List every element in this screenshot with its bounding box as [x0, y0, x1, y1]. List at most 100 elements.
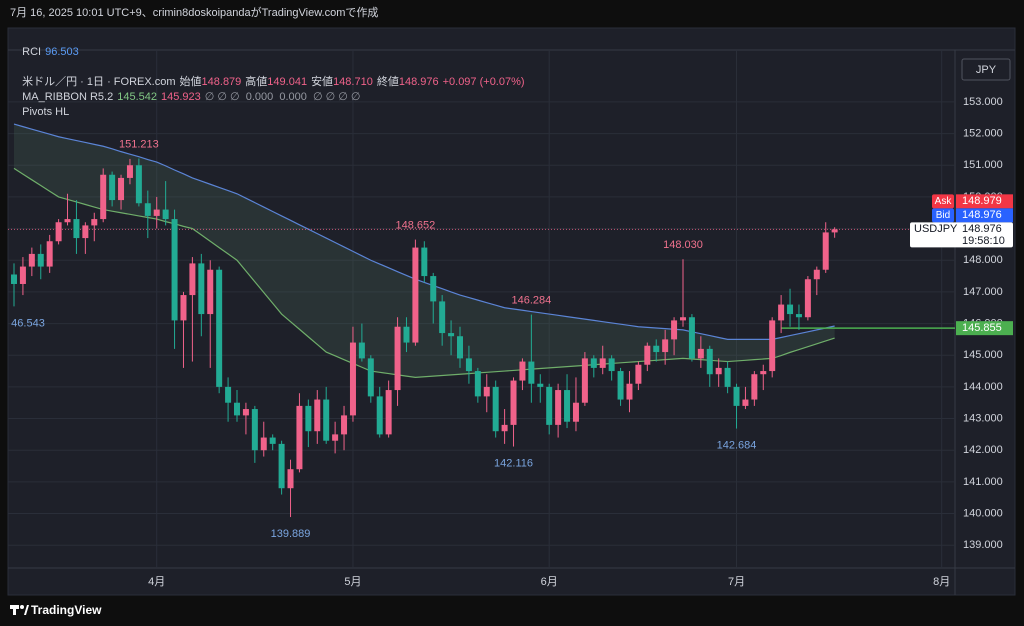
ma-value: 145.542 [117, 91, 157, 103]
x-tick-label: 7月 [728, 576, 745, 588]
symbol: 米ドル／円 · 1日 · FOREX.com [22, 76, 176, 88]
candle-body [787, 304, 794, 315]
bid-tag [932, 208, 954, 223]
pivots-legend: Pivots HL [16, 91, 73, 119]
ask-box [956, 194, 1013, 209]
candle-body [769, 320, 776, 372]
candle-body [501, 424, 508, 432]
candle-body [537, 383, 544, 387]
bid-name: Bid [936, 210, 950, 221]
candle-body [421, 247, 428, 277]
candle-body [733, 386, 740, 406]
y-tick-label: 143.000 [963, 412, 1003, 424]
candle-body [483, 386, 490, 397]
candle-body [162, 209, 169, 220]
last-value: 148.976 [962, 223, 1002, 235]
rci-value: 96.503 [45, 46, 79, 58]
y-tick-label: 152.000 [963, 127, 1003, 139]
pivot-label: 139.889 [271, 528, 311, 540]
currency: JPY [976, 64, 997, 76]
candle-body [109, 174, 116, 201]
candle-body [492, 386, 499, 432]
candle-body [412, 247, 419, 343]
candle-body [207, 269, 214, 315]
field-label: 安値 [311, 76, 334, 88]
level-box [956, 321, 1013, 336]
pivot-label: 142.116 [494, 457, 533, 469]
candle-body [564, 390, 571, 422]
currency-box[interactable] [961, 58, 1011, 81]
candle-body [448, 333, 455, 337]
field-value: 148.879 [201, 76, 242, 88]
y-tick-label: 145.000 [963, 349, 1003, 361]
plot: 151.213 46.543 148.652 148.030 146.284 139.88… [8, 50, 955, 568]
candle-body [439, 301, 446, 334]
pivot-label: 151.213 [119, 138, 159, 150]
x-tick-label: 6月 [541, 576, 558, 588]
candle-body [760, 371, 767, 375]
candle-body [349, 342, 356, 416]
last-box [910, 222, 1013, 248]
candle-body [715, 367, 722, 375]
candle-body [813, 269, 820, 280]
candle-body [697, 348, 704, 359]
candle-body [724, 367, 731, 387]
candle-body [403, 326, 410, 343]
candle-body [626, 383, 633, 400]
candle-body [73, 219, 80, 239]
candle-body [671, 320, 678, 340]
candle-body [555, 390, 562, 425]
ask-value: 148.979 [962, 195, 1002, 207]
y-tick-label: 151.000 [963, 159, 1003, 171]
candle-body [341, 415, 348, 435]
candle-body [82, 225, 89, 239]
candle-body [260, 437, 267, 451]
pivot-label: 148.030 [663, 239, 703, 251]
candle-body [680, 317, 686, 321]
change: +0.097 (+0.07%) [442, 76, 525, 88]
candle-body [269, 437, 276, 444]
candle-body [546, 386, 553, 425]
candle-body [617, 371, 624, 400]
candle-body [465, 358, 472, 372]
last-time: 19:58:10 [962, 235, 1005, 247]
pivot-label: 146.284 [511, 294, 551, 306]
candle-body [742, 399, 749, 406]
bid-box [956, 208, 1013, 223]
rci-legend: RCI 96.503 [16, 31, 83, 59]
candle-body [180, 295, 187, 321]
candle-body [474, 371, 481, 397]
y-tick-label: 144.000 [963, 381, 1003, 393]
candle-body [367, 358, 374, 397]
y-tick-label: 141.000 [963, 476, 1003, 488]
field-label: 終値 [376, 76, 399, 88]
candle-body [189, 263, 196, 296]
y-tick-label: 139.000 [963, 539, 1003, 551]
candle-body [831, 229, 838, 233]
candle-body [519, 361, 526, 381]
y-tick-label: 148.000 [963, 254, 1003, 266]
candle-body [599, 358, 606, 368]
candle-body [278, 443, 285, 489]
candle-body [572, 402, 579, 422]
candle-body [305, 405, 312, 432]
candle-body [778, 304, 785, 321]
candle-body [332, 434, 339, 441]
candle-body [135, 165, 142, 204]
candle-body [608, 358, 615, 372]
candle-body [510, 380, 517, 425]
candle-body [46, 241, 53, 267]
pivot-label: 46.543 [11, 317, 45, 329]
candle-body [751, 374, 758, 400]
candle-body [457, 336, 463, 359]
pivot-label: 148.652 [396, 220, 436, 232]
x-tick-label: 5月 [344, 576, 361, 588]
candle-body [64, 219, 71, 223]
candle-body [296, 405, 303, 470]
candle-body [216, 269, 223, 387]
candle-body [323, 399, 330, 441]
candle-body [171, 219, 178, 321]
candle-body [385, 390, 392, 435]
candle-body [126, 165, 133, 178]
